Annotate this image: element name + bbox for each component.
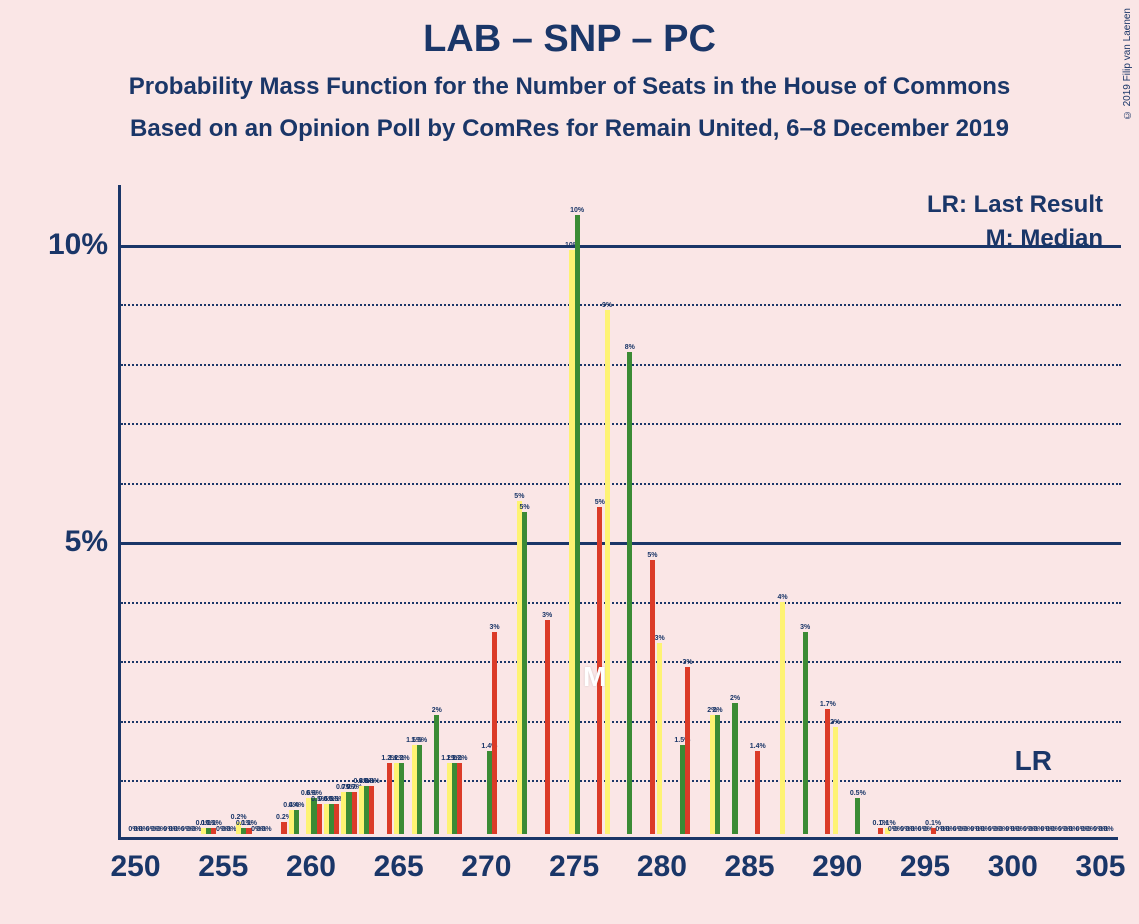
bar bbox=[457, 763, 462, 834]
bar-value-label: 0% bbox=[261, 826, 271, 833]
x-axis-label: 285 bbox=[725, 850, 775, 884]
gridline-minor bbox=[121, 364, 1121, 366]
bar-value-label: 3% bbox=[490, 624, 500, 631]
bar bbox=[685, 667, 690, 834]
gridline-minor bbox=[121, 721, 1121, 723]
last-result-marker: LR bbox=[1015, 745, 1052, 777]
bar-value-label: 2% bbox=[712, 707, 722, 714]
x-axis-label: 260 bbox=[286, 850, 336, 884]
bar bbox=[755, 751, 760, 834]
bar bbox=[492, 632, 497, 834]
x-axis-label: 250 bbox=[111, 850, 161, 884]
bar bbox=[387, 763, 392, 834]
x-axis-label: 300 bbox=[988, 850, 1038, 884]
bar bbox=[650, 560, 655, 834]
gridline-major bbox=[121, 542, 1121, 545]
gridline-minor bbox=[121, 661, 1121, 663]
bar-value-label: 0% bbox=[191, 826, 201, 833]
bar-value-label: 2% bbox=[830, 719, 840, 726]
x-axis-label: 295 bbox=[900, 850, 950, 884]
chart-subtitle-2: Based on an Opinion Poll by ComRes for R… bbox=[0, 115, 1139, 143]
bar bbox=[780, 602, 785, 834]
x-axis-label: 290 bbox=[812, 850, 862, 884]
bar-value-label: 3% bbox=[655, 635, 665, 642]
bar bbox=[522, 512, 527, 834]
bar-value-label: 2% bbox=[432, 707, 442, 714]
bar-value-label: 5% bbox=[514, 493, 524, 500]
bar-value-label: 0% bbox=[1104, 826, 1114, 833]
bar-value-label: 1.2% bbox=[451, 755, 467, 762]
gridline-major bbox=[121, 245, 1121, 248]
bar bbox=[294, 810, 299, 834]
x-axis-label: 270 bbox=[461, 850, 511, 884]
x-axis-label: 280 bbox=[637, 850, 687, 884]
bar bbox=[352, 792, 357, 834]
bar-value-label: 0.4% bbox=[288, 802, 304, 809]
bar bbox=[281, 822, 286, 834]
bar-value-label: 5% bbox=[519, 504, 529, 511]
chart-subtitle-1: Probability Mass Function for the Number… bbox=[0, 73, 1139, 101]
gridline-minor bbox=[121, 304, 1121, 306]
bar bbox=[317, 804, 322, 834]
bar-value-label: 4% bbox=[777, 594, 787, 601]
plot-area: 0%0%0%0%0%0%0%0%0%0%0%0%0.1%0.1%0.1%0%0%… bbox=[118, 185, 1118, 840]
bar bbox=[417, 745, 422, 834]
bar-value-label: 0.8% bbox=[364, 778, 380, 785]
gridline-minor bbox=[121, 423, 1121, 425]
bar bbox=[878, 828, 883, 834]
bar bbox=[732, 703, 737, 834]
bar bbox=[825, 709, 830, 834]
x-axis-label: 265 bbox=[374, 850, 424, 884]
bar bbox=[334, 804, 339, 834]
bar bbox=[434, 715, 439, 834]
copyright-text: © 2019 Filip van Laenen bbox=[1122, 8, 1133, 120]
bar-value-label: 3% bbox=[542, 612, 552, 619]
bar-value-label: 1.4% bbox=[750, 743, 766, 750]
bar-value-label: 10% bbox=[570, 207, 584, 214]
bar bbox=[605, 310, 610, 834]
bar-value-label: 1.2% bbox=[394, 755, 410, 762]
x-axis-label: 305 bbox=[1075, 850, 1125, 884]
gridline-minor bbox=[121, 602, 1121, 604]
legend-median: M: Median bbox=[986, 225, 1103, 253]
bar-value-label: 0% bbox=[226, 826, 236, 833]
bar bbox=[545, 620, 550, 834]
bar-value-label: 1.7% bbox=[820, 701, 836, 708]
bar bbox=[627, 352, 632, 834]
bar-value-label: 2% bbox=[730, 695, 740, 702]
bar-value-label: 1.5% bbox=[411, 737, 427, 744]
bar-value-label: 5% bbox=[595, 499, 605, 506]
bar bbox=[575, 215, 580, 834]
bar bbox=[803, 632, 808, 834]
bar bbox=[369, 786, 374, 834]
bar bbox=[833, 727, 838, 834]
legend-last-result: LR: Last Result bbox=[927, 191, 1103, 219]
gridline-minor bbox=[121, 780, 1121, 782]
bar-value-label: 9% bbox=[602, 302, 612, 309]
bar bbox=[399, 763, 404, 834]
bar bbox=[657, 643, 662, 834]
bar-value-label: 5% bbox=[647, 552, 657, 559]
bar-value-label: 0.5% bbox=[850, 790, 866, 797]
bar-value-label: 8% bbox=[625, 344, 635, 351]
y-axis-label: 5% bbox=[65, 525, 108, 559]
chart-area: 0%0%0%0%0%0%0%0%0%0%0%0%0.1%0.1%0.1%0%0%… bbox=[118, 185, 1118, 840]
gridline-minor bbox=[121, 483, 1121, 485]
bar-value-label: 3% bbox=[800, 624, 810, 631]
chart-title: LAB – SNP – PC bbox=[0, 0, 1139, 61]
x-axis-label: 255 bbox=[198, 850, 248, 884]
y-axis-label: 10% bbox=[48, 228, 108, 262]
median-marker: M bbox=[583, 661, 606, 693]
bar-value-label: 3% bbox=[682, 659, 692, 666]
bar bbox=[715, 715, 720, 834]
x-axis-label: 275 bbox=[549, 850, 599, 884]
bar bbox=[855, 798, 860, 834]
